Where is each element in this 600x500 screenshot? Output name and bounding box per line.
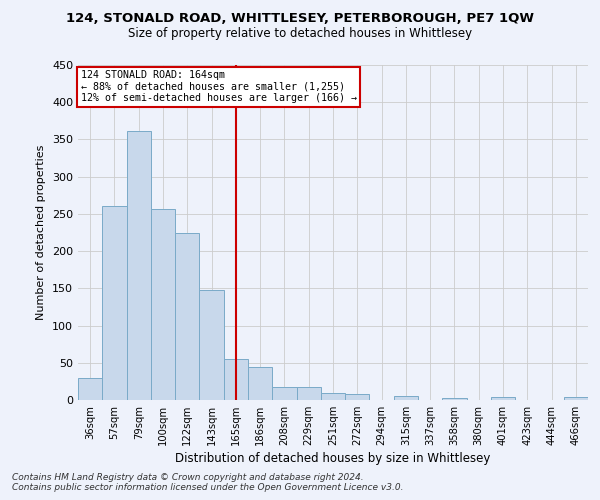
Bar xyxy=(345,394,370,400)
Text: Size of property relative to detached houses in Whittlesey: Size of property relative to detached ho… xyxy=(128,28,472,40)
Bar xyxy=(442,398,467,400)
Bar xyxy=(296,386,321,400)
Text: 124, STONALD ROAD, WHITTLESEY, PETERBOROUGH, PE7 1QW: 124, STONALD ROAD, WHITTLESEY, PETERBORO… xyxy=(66,12,534,26)
Bar xyxy=(78,378,102,400)
Bar xyxy=(321,392,345,400)
Text: Contains HM Land Registry data © Crown copyright and database right 2024.: Contains HM Land Registry data © Crown c… xyxy=(12,474,364,482)
Bar xyxy=(199,290,224,400)
Bar xyxy=(564,397,588,400)
Text: 124 STONALD ROAD: 164sqm
← 88% of detached houses are smaller (1,255)
12% of sem: 124 STONALD ROAD: 164sqm ← 88% of detach… xyxy=(80,70,356,103)
Y-axis label: Number of detached properties: Number of detached properties xyxy=(37,145,46,320)
Text: Contains public sector information licensed under the Open Government Licence v3: Contains public sector information licen… xyxy=(12,484,404,492)
Bar xyxy=(272,386,296,400)
Bar xyxy=(102,206,127,400)
Bar xyxy=(248,366,272,400)
Bar xyxy=(224,359,248,400)
Bar xyxy=(151,208,175,400)
Bar xyxy=(394,396,418,400)
X-axis label: Distribution of detached houses by size in Whittlesey: Distribution of detached houses by size … xyxy=(175,452,491,465)
Bar xyxy=(491,397,515,400)
Bar xyxy=(127,130,151,400)
Bar xyxy=(175,232,199,400)
